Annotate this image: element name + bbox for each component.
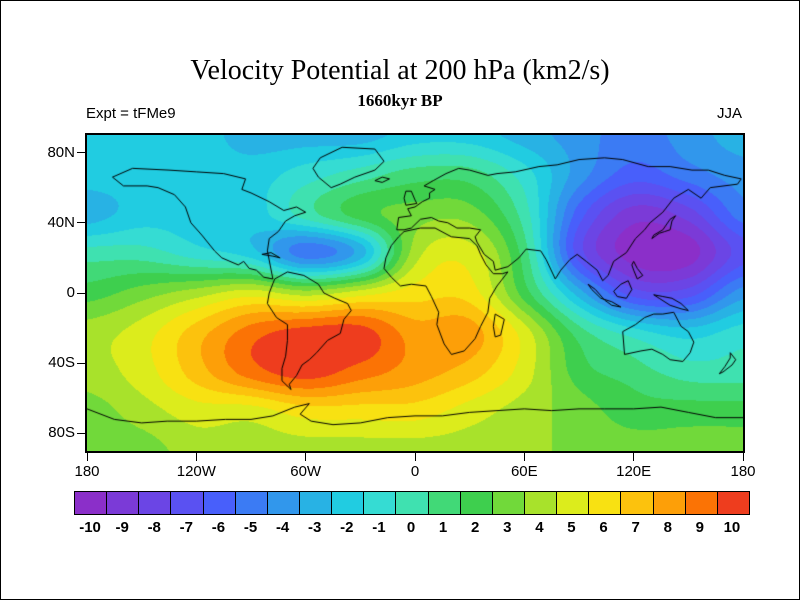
lon-tick-label: 180 <box>74 463 100 480</box>
colorbar-tick-label: -8 <box>147 519 161 536</box>
colorbar-swatch <box>556 492 589 514</box>
lat-tick-label: 80N <box>47 143 75 161</box>
experiment-label: Expt = tFMe9 <box>86 105 176 122</box>
lat-tick-mark <box>77 292 85 294</box>
colorbar-tick-label: -1 <box>372 519 386 536</box>
page-title: Velocity Potential at 200 hPa (km2/s) <box>190 55 610 86</box>
lat-tick-label: 40N <box>47 213 75 231</box>
colorbar-tick-label: -5 <box>243 519 258 536</box>
colorbar-tick-label: 2 <box>471 519 480 536</box>
colorbar-tick-label: 8 <box>663 519 672 536</box>
lon-tick-mark <box>86 453 88 461</box>
colorbar-swatch <box>491 492 524 514</box>
lon-tick-mark <box>523 453 525 461</box>
map-frame <box>85 133 745 453</box>
season-label: JJA <box>716 105 742 122</box>
lon-tick-label: 120W <box>176 463 216 480</box>
lon-tick-mark <box>305 453 307 461</box>
lat-tick-mark <box>77 152 85 154</box>
colorbar-tick-label: 9 <box>695 519 705 536</box>
colorbar-tick-label: 6 <box>599 519 608 536</box>
colorbar-swatch <box>106 492 139 514</box>
colorbar-swatch <box>395 492 428 514</box>
colorbar-tick-label: -2 <box>340 519 354 536</box>
lat-tick-mark <box>77 432 85 434</box>
colorbar-swatch <box>716 492 749 514</box>
lon-tick-label: 60W <box>290 463 322 480</box>
lon-tick-mark <box>742 453 744 461</box>
lon-tick-label: 60E <box>510 463 538 480</box>
colorbar-tick-label: -7 <box>179 519 193 536</box>
colorbar-swatch <box>75 492 107 514</box>
lat-tick-mark <box>77 362 85 364</box>
colorbar-tick-label: 5 <box>567 519 576 536</box>
colorbar-swatch <box>202 492 235 514</box>
colorbar-swatch <box>234 492 267 514</box>
colorbar-swatch <box>588 492 621 514</box>
colorbar-tick-label: 1 <box>438 519 448 536</box>
colorbar-tick-label: -10 <box>79 519 101 536</box>
colorbar-tick-label: -4 <box>275 519 290 536</box>
lat-tick-label: 0 <box>66 284 75 301</box>
colorbar-swatch <box>363 492 396 514</box>
lat-tick-label: 80S <box>48 424 75 442</box>
colorbar-swatch <box>427 492 460 514</box>
colorbar-swatch <box>331 492 364 514</box>
colorbar-tick-label: 3 <box>503 519 512 536</box>
colorbar-swatch <box>684 492 717 514</box>
colorbar <box>74 491 750 515</box>
colorbar-swatch <box>459 492 492 514</box>
lon-tick-mark <box>195 453 197 461</box>
colorbar-tick-label: -3 <box>308 519 322 536</box>
colorbar-tick-label: -9 <box>115 519 129 536</box>
colorbar-tick-label: 4 <box>535 519 544 536</box>
colorbar-swatch <box>523 492 557 514</box>
colorbar-swatch <box>170 492 203 514</box>
colorbar-tick-label: 10 <box>723 519 741 536</box>
colorbar-swatch <box>298 492 332 514</box>
lon-tick-label: 180 <box>730 463 756 480</box>
colorbar-tick-label: 7 <box>631 519 640 536</box>
colorbar-swatch <box>138 492 171 514</box>
colorbar-tick-label: 0 <box>406 519 416 536</box>
lon-tick-mark <box>414 453 416 461</box>
lon-tick-label: 0 <box>410 463 420 480</box>
lat-tick-label: 40S <box>48 354 75 372</box>
contour-map-canvas <box>87 135 743 451</box>
colorbar-swatch <box>266 492 299 514</box>
colorbar-tick-label: -6 <box>211 519 226 536</box>
colorbar-swatch <box>652 492 685 514</box>
lon-tick-label: 120E <box>616 463 652 480</box>
lon-tick-mark <box>633 453 635 461</box>
colorbar-swatch <box>620 492 653 514</box>
plot-subtitle: 1660kyr BP <box>357 91 443 110</box>
lat-tick-mark <box>77 222 85 224</box>
